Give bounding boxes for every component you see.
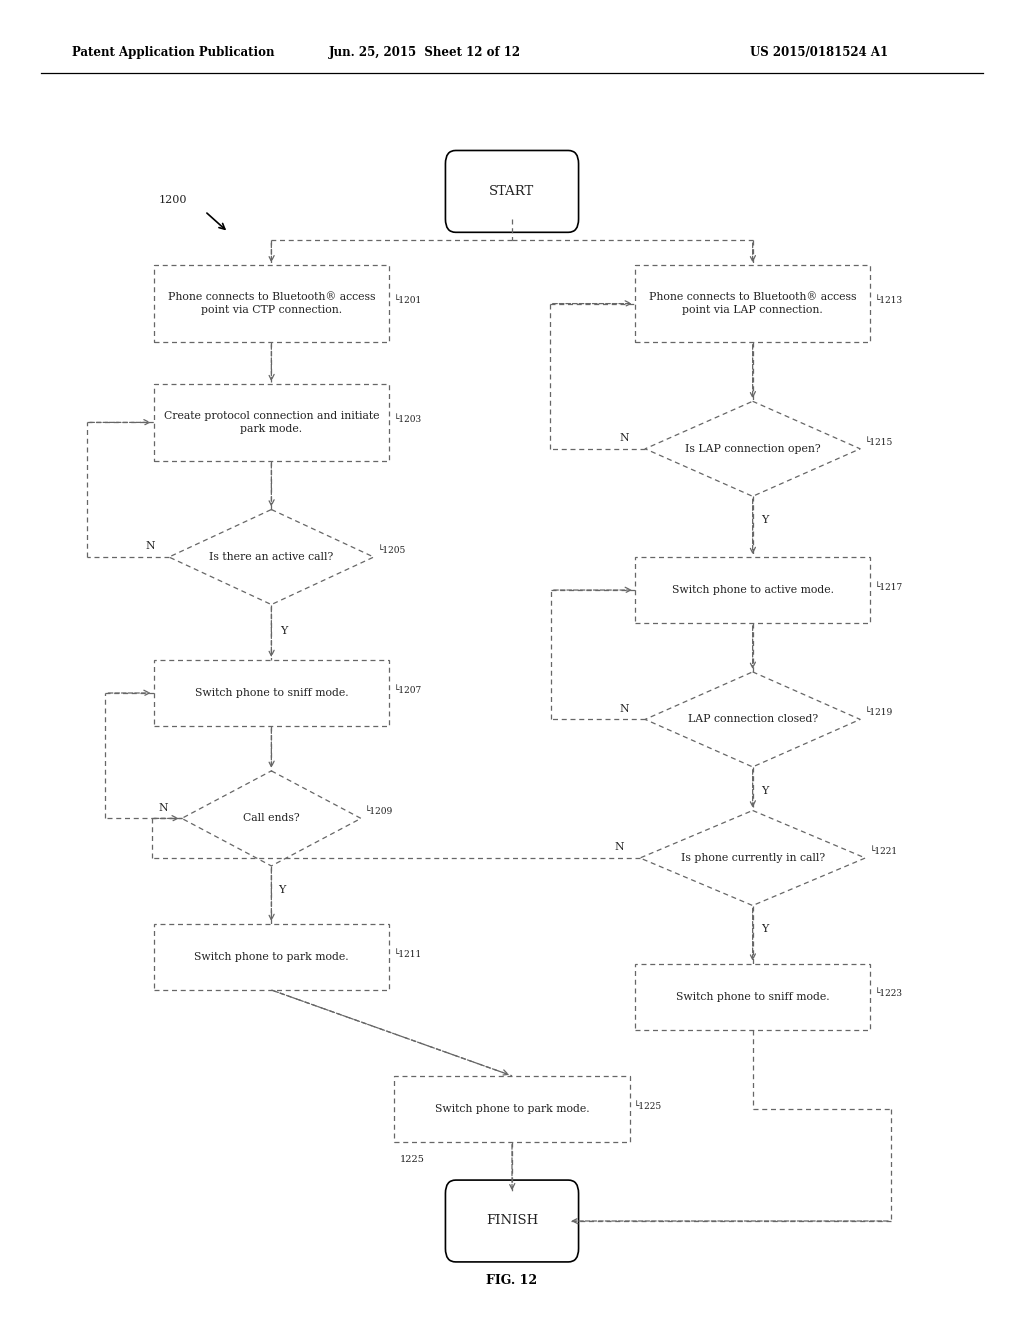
- Text: └1213: └1213: [874, 297, 902, 305]
- FancyBboxPatch shape: [445, 150, 579, 232]
- Text: Phone connects to Bluetooth® access
point via CTP connection.: Phone connects to Bluetooth® access poin…: [168, 292, 375, 315]
- Text: START: START: [489, 185, 535, 198]
- Text: Y: Y: [761, 785, 769, 796]
- Text: FINISH: FINISH: [485, 1214, 539, 1228]
- Text: N: N: [145, 541, 156, 552]
- Text: FIG. 12: FIG. 12: [486, 1274, 538, 1287]
- FancyBboxPatch shape: [154, 384, 389, 461]
- Text: Jun. 25, 2015  Sheet 12 of 12: Jun. 25, 2015 Sheet 12 of 12: [329, 46, 521, 59]
- Text: Switch phone to sniff mode.: Switch phone to sniff mode.: [195, 688, 348, 698]
- Text: 1225: 1225: [399, 1155, 424, 1164]
- Text: Is phone currently in call?: Is phone currently in call?: [681, 853, 824, 863]
- FancyBboxPatch shape: [154, 924, 389, 990]
- Text: N: N: [620, 704, 630, 714]
- Text: Switch phone to park mode.: Switch phone to park mode.: [194, 952, 349, 962]
- Text: Patent Application Publication: Patent Application Publication: [72, 46, 274, 59]
- Text: └1225: └1225: [634, 1102, 663, 1110]
- FancyBboxPatch shape: [635, 557, 870, 623]
- Text: N: N: [614, 842, 625, 853]
- FancyBboxPatch shape: [635, 964, 870, 1030]
- Text: └1205: └1205: [378, 546, 407, 554]
- Text: Call ends?: Call ends?: [243, 813, 300, 824]
- Text: └1209: └1209: [366, 808, 393, 816]
- Text: └1223: └1223: [874, 990, 902, 998]
- Text: 1200: 1200: [159, 194, 187, 205]
- Text: └1211: └1211: [393, 950, 422, 958]
- Text: US 2015/0181524 A1: US 2015/0181524 A1: [751, 46, 888, 59]
- Text: └1221: └1221: [869, 847, 897, 855]
- Text: N: N: [159, 803, 168, 813]
- FancyBboxPatch shape: [154, 265, 389, 342]
- Text: └1219: └1219: [864, 709, 893, 717]
- Text: └1203: └1203: [393, 416, 421, 424]
- Text: └1217: └1217: [874, 583, 903, 591]
- Text: Create protocol connection and initiate
park mode.: Create protocol connection and initiate …: [164, 411, 379, 434]
- Text: LAP connection closed?: LAP connection closed?: [687, 714, 818, 725]
- Text: N: N: [620, 433, 630, 444]
- FancyBboxPatch shape: [154, 660, 389, 726]
- Text: Y: Y: [280, 626, 288, 636]
- Text: Y: Y: [278, 884, 286, 895]
- FancyBboxPatch shape: [445, 1180, 579, 1262]
- FancyBboxPatch shape: [635, 265, 870, 342]
- Text: └1201: └1201: [393, 297, 422, 305]
- Text: Switch phone to sniff mode.: Switch phone to sniff mode.: [676, 991, 829, 1002]
- Text: Y: Y: [761, 924, 769, 935]
- FancyBboxPatch shape: [394, 1076, 630, 1142]
- Text: Is LAP connection open?: Is LAP connection open?: [685, 444, 820, 454]
- Text: Y: Y: [761, 515, 769, 525]
- Text: └1207: └1207: [393, 686, 422, 694]
- Text: Switch phone to park mode.: Switch phone to park mode.: [434, 1104, 590, 1114]
- Text: Switch phone to active mode.: Switch phone to active mode.: [672, 585, 834, 595]
- Text: └1215: └1215: [864, 438, 893, 446]
- Text: Phone connects to Bluetooth® access
point via LAP connection.: Phone connects to Bluetooth® access poin…: [649, 292, 856, 315]
- Text: Is there an active call?: Is there an active call?: [209, 552, 334, 562]
